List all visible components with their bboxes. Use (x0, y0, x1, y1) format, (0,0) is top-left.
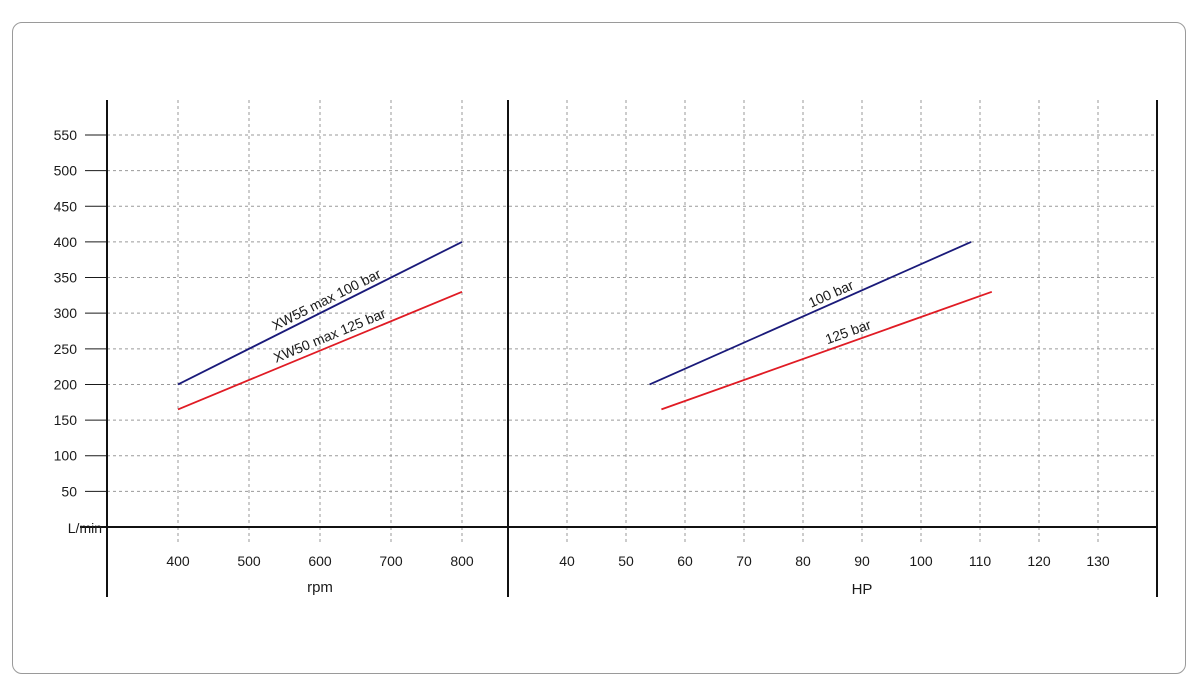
series-line (661, 290, 993, 411)
x-tick-label-rpm: 400 (166, 553, 190, 569)
x-tick-label-rpm: 800 (450, 553, 474, 569)
x-tick-label-rpm: 700 (379, 553, 403, 569)
x-tick-label-hp: 60 (677, 553, 693, 569)
x-tick-label-hp: 50 (618, 553, 634, 569)
y-tick-label: 450 (54, 198, 78, 214)
y-tick-label: 100 (54, 448, 78, 464)
series-line (177, 290, 463, 411)
series-label: 100 bar (806, 277, 856, 311)
y-axis-unit-label: L/min (68, 520, 102, 536)
y-tick-label: 350 (54, 270, 78, 286)
y-tick-label: 50 (61, 483, 77, 499)
y-tick-label: 150 (54, 412, 78, 428)
series-lines (177, 241, 993, 411)
series-line (649, 241, 972, 386)
axes (80, 100, 1158, 597)
y-tick-label: 500 (54, 163, 78, 179)
x-tick-label-hp: 110 (969, 553, 992, 569)
x-tick-label-hp: 80 (795, 553, 811, 569)
chart-card (12, 22, 1186, 674)
y-tick-label: 400 (54, 234, 78, 250)
x-tick-label-hp: 100 (909, 553, 933, 569)
y-tick-label: 250 (54, 341, 78, 357)
x-axis-title-hp: HP (852, 581, 873, 598)
y-tick-label: 300 (54, 305, 78, 321)
y-tick-label: 200 (54, 376, 78, 392)
series-line (177, 241, 463, 386)
x-tick-label-hp: 90 (854, 553, 870, 569)
x-tick-label-rpm: 500 (237, 553, 261, 569)
x-tick-label-hp: 130 (1086, 553, 1110, 569)
y-tick-label: 550 (54, 127, 78, 143)
x-axis-title-rpm: rpm (307, 579, 333, 596)
x-tick-label-hp: 70 (736, 553, 752, 569)
grid-lines (107, 100, 1157, 543)
x-tick-label-rpm: 600 (308, 553, 332, 569)
x-tick-label-hp: 40 (559, 553, 575, 569)
x-tick-label-hp: 120 (1027, 553, 1051, 569)
